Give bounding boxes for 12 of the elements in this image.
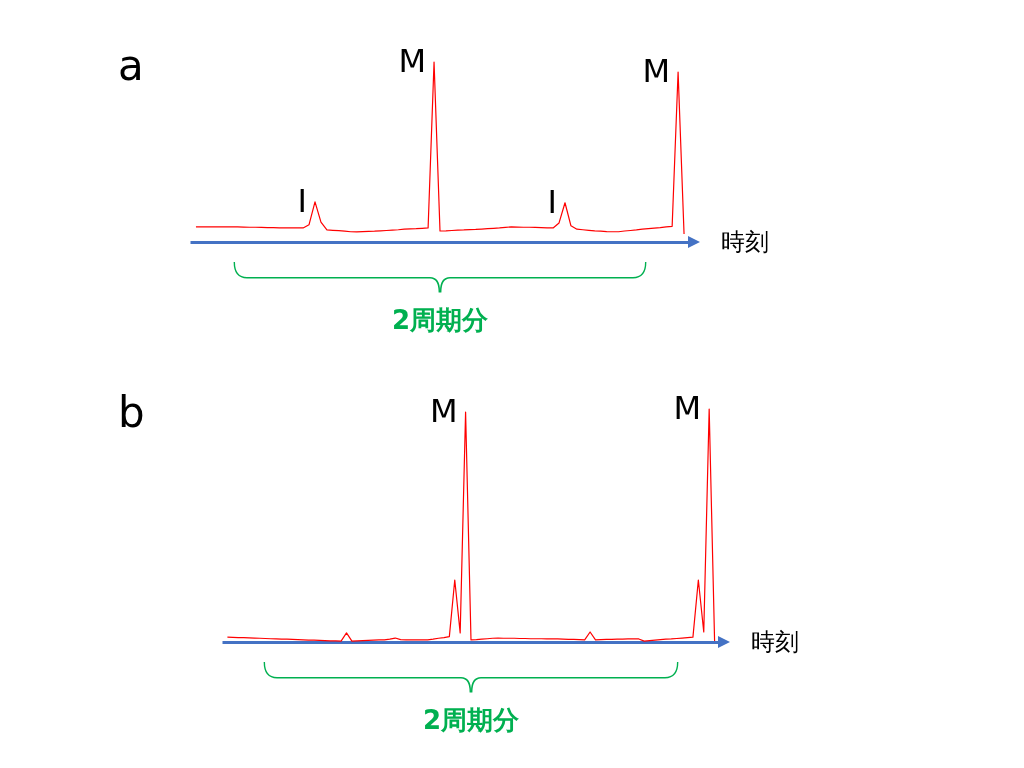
annotation: I xyxy=(547,182,557,221)
chart-title: b xyxy=(118,388,145,437)
chart-title: a xyxy=(118,41,144,90)
annotation: M xyxy=(398,42,427,80)
annotation: M xyxy=(673,389,702,427)
x-axis-title: 時刻 xyxy=(750,627,799,656)
annotation: M xyxy=(429,392,458,431)
x-axis-title: 時刻 xyxy=(720,227,769,256)
text: 2周期分 xyxy=(422,705,521,735)
annotation: I xyxy=(297,181,307,220)
annotation: M xyxy=(642,52,671,91)
text: 2周期分 xyxy=(391,305,490,335)
